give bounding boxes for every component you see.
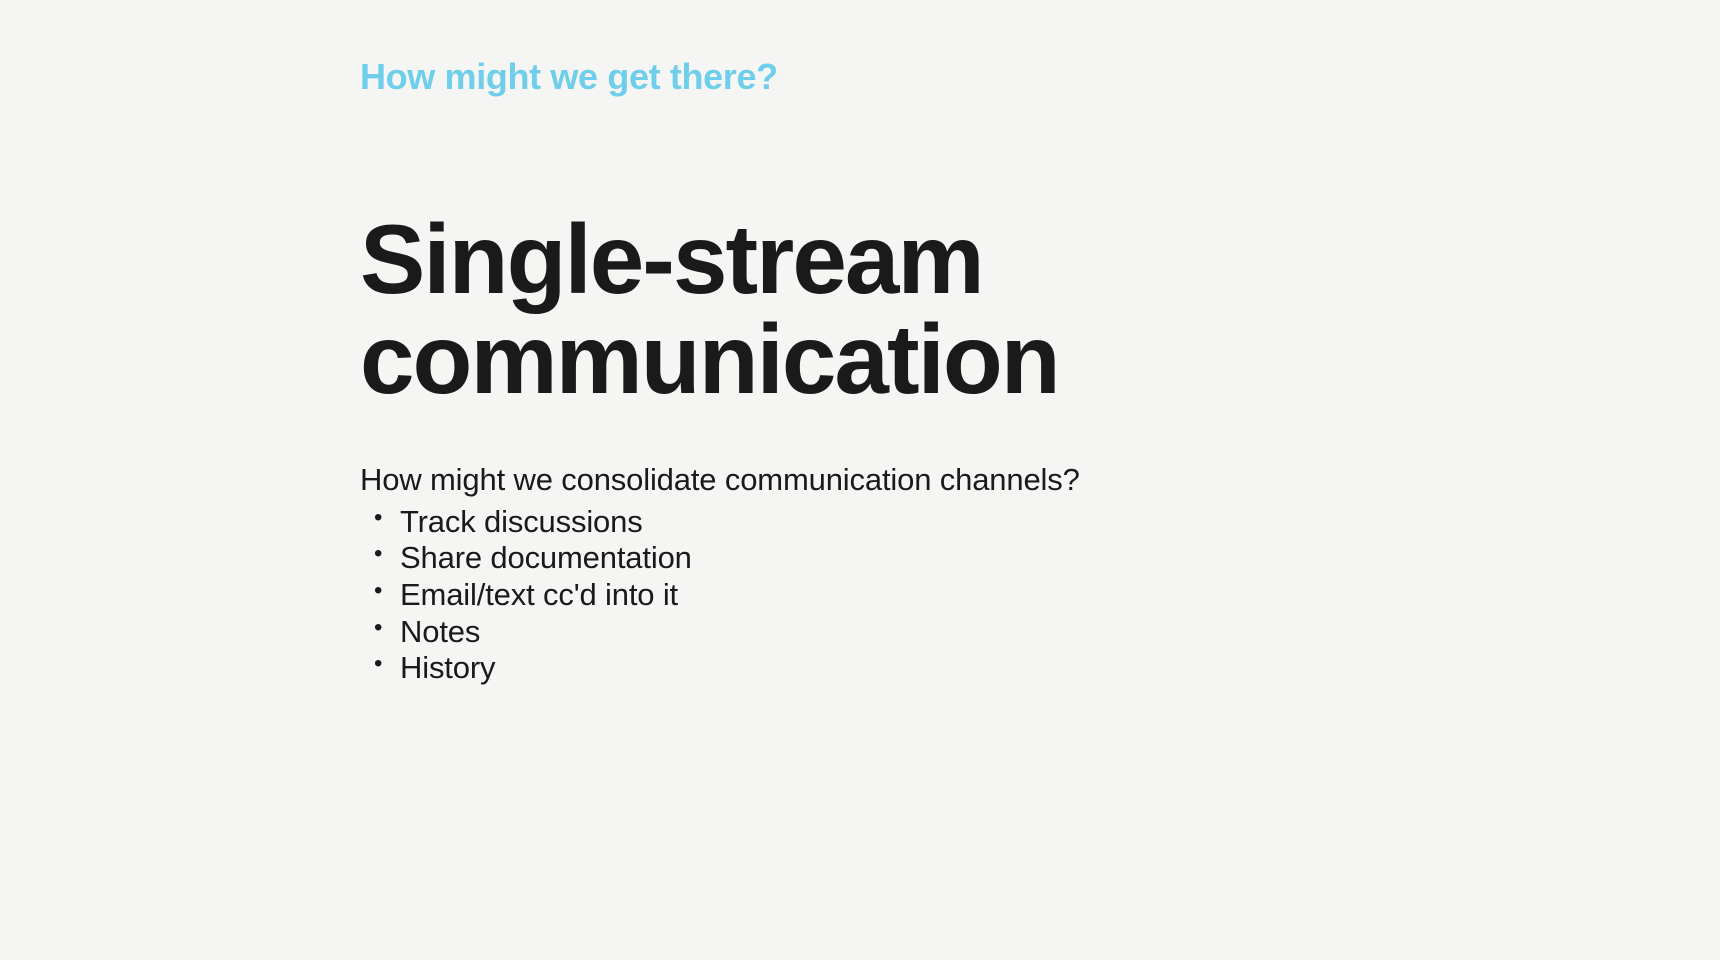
- list-item: Notes: [400, 614, 1360, 651]
- list-item: Email/text cc'd into it: [400, 577, 1360, 614]
- list-item: History: [400, 650, 1360, 687]
- list-item: Track discussions: [400, 504, 1360, 541]
- eyebrow-heading: How might we get there?: [360, 56, 1360, 98]
- bullet-list: Track discussions Share documentation Em…: [360, 504, 1360, 687]
- main-title: Single-stream communication: [360, 210, 1360, 410]
- list-item: Share documentation: [400, 540, 1360, 577]
- subtitle-text: How might we consolidate communication c…: [360, 462, 1360, 498]
- slide-container: How might we get there? Single-stream co…: [0, 0, 1720, 687]
